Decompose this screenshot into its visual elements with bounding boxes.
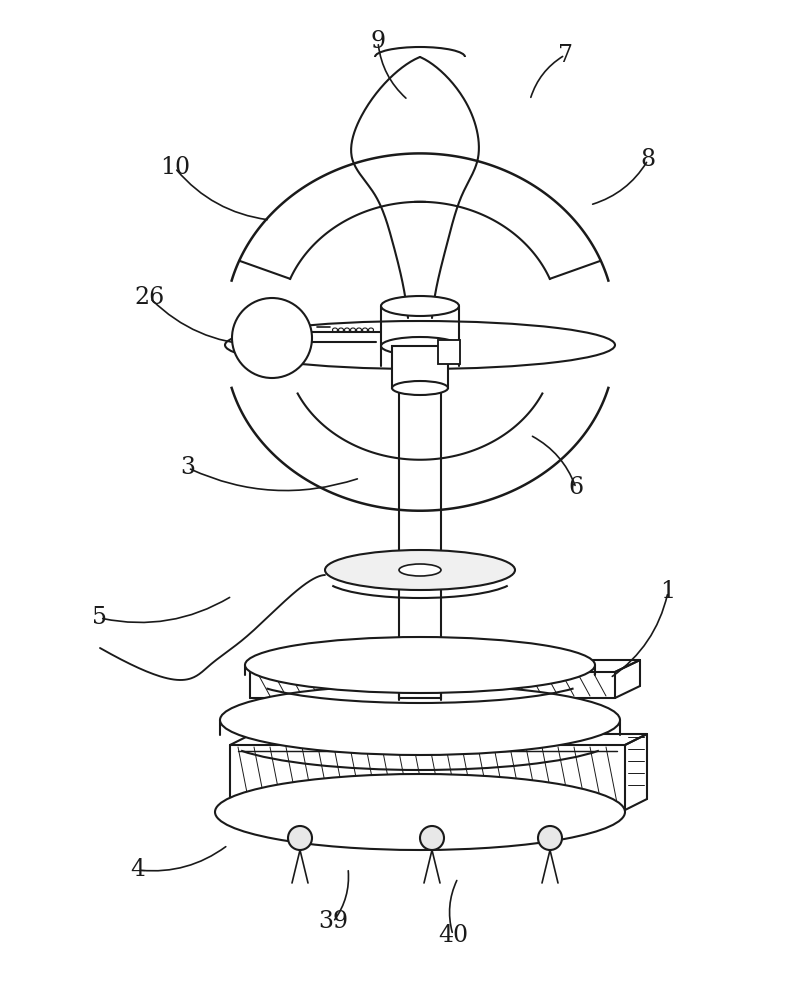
Text: 9: 9 [370,30,386,53]
Ellipse shape [392,381,448,395]
Ellipse shape [420,826,444,850]
Ellipse shape [325,550,515,590]
Ellipse shape [245,637,595,693]
Ellipse shape [215,774,625,850]
Text: 8: 8 [641,148,655,172]
Bar [392,346,448,388]
Text: 6: 6 [569,477,583,499]
Text: 3: 3 [181,456,195,480]
Bar [399,672,441,698]
Text: 26: 26 [135,286,165,310]
Text: 40: 40 [438,924,468,946]
Ellipse shape [288,826,312,850]
Text: 5: 5 [93,606,107,630]
Text: 10: 10 [160,156,190,180]
Text: 4: 4 [130,858,146,882]
Ellipse shape [381,296,459,316]
Ellipse shape [232,298,312,378]
Ellipse shape [381,337,459,355]
Text: 1: 1 [661,580,675,603]
Bar [438,340,460,364]
Ellipse shape [399,564,441,576]
Ellipse shape [225,321,615,369]
Text: 39: 39 [318,910,348,934]
Ellipse shape [399,662,441,674]
Ellipse shape [220,685,620,755]
Ellipse shape [538,826,562,850]
Text: 7: 7 [558,43,573,66]
